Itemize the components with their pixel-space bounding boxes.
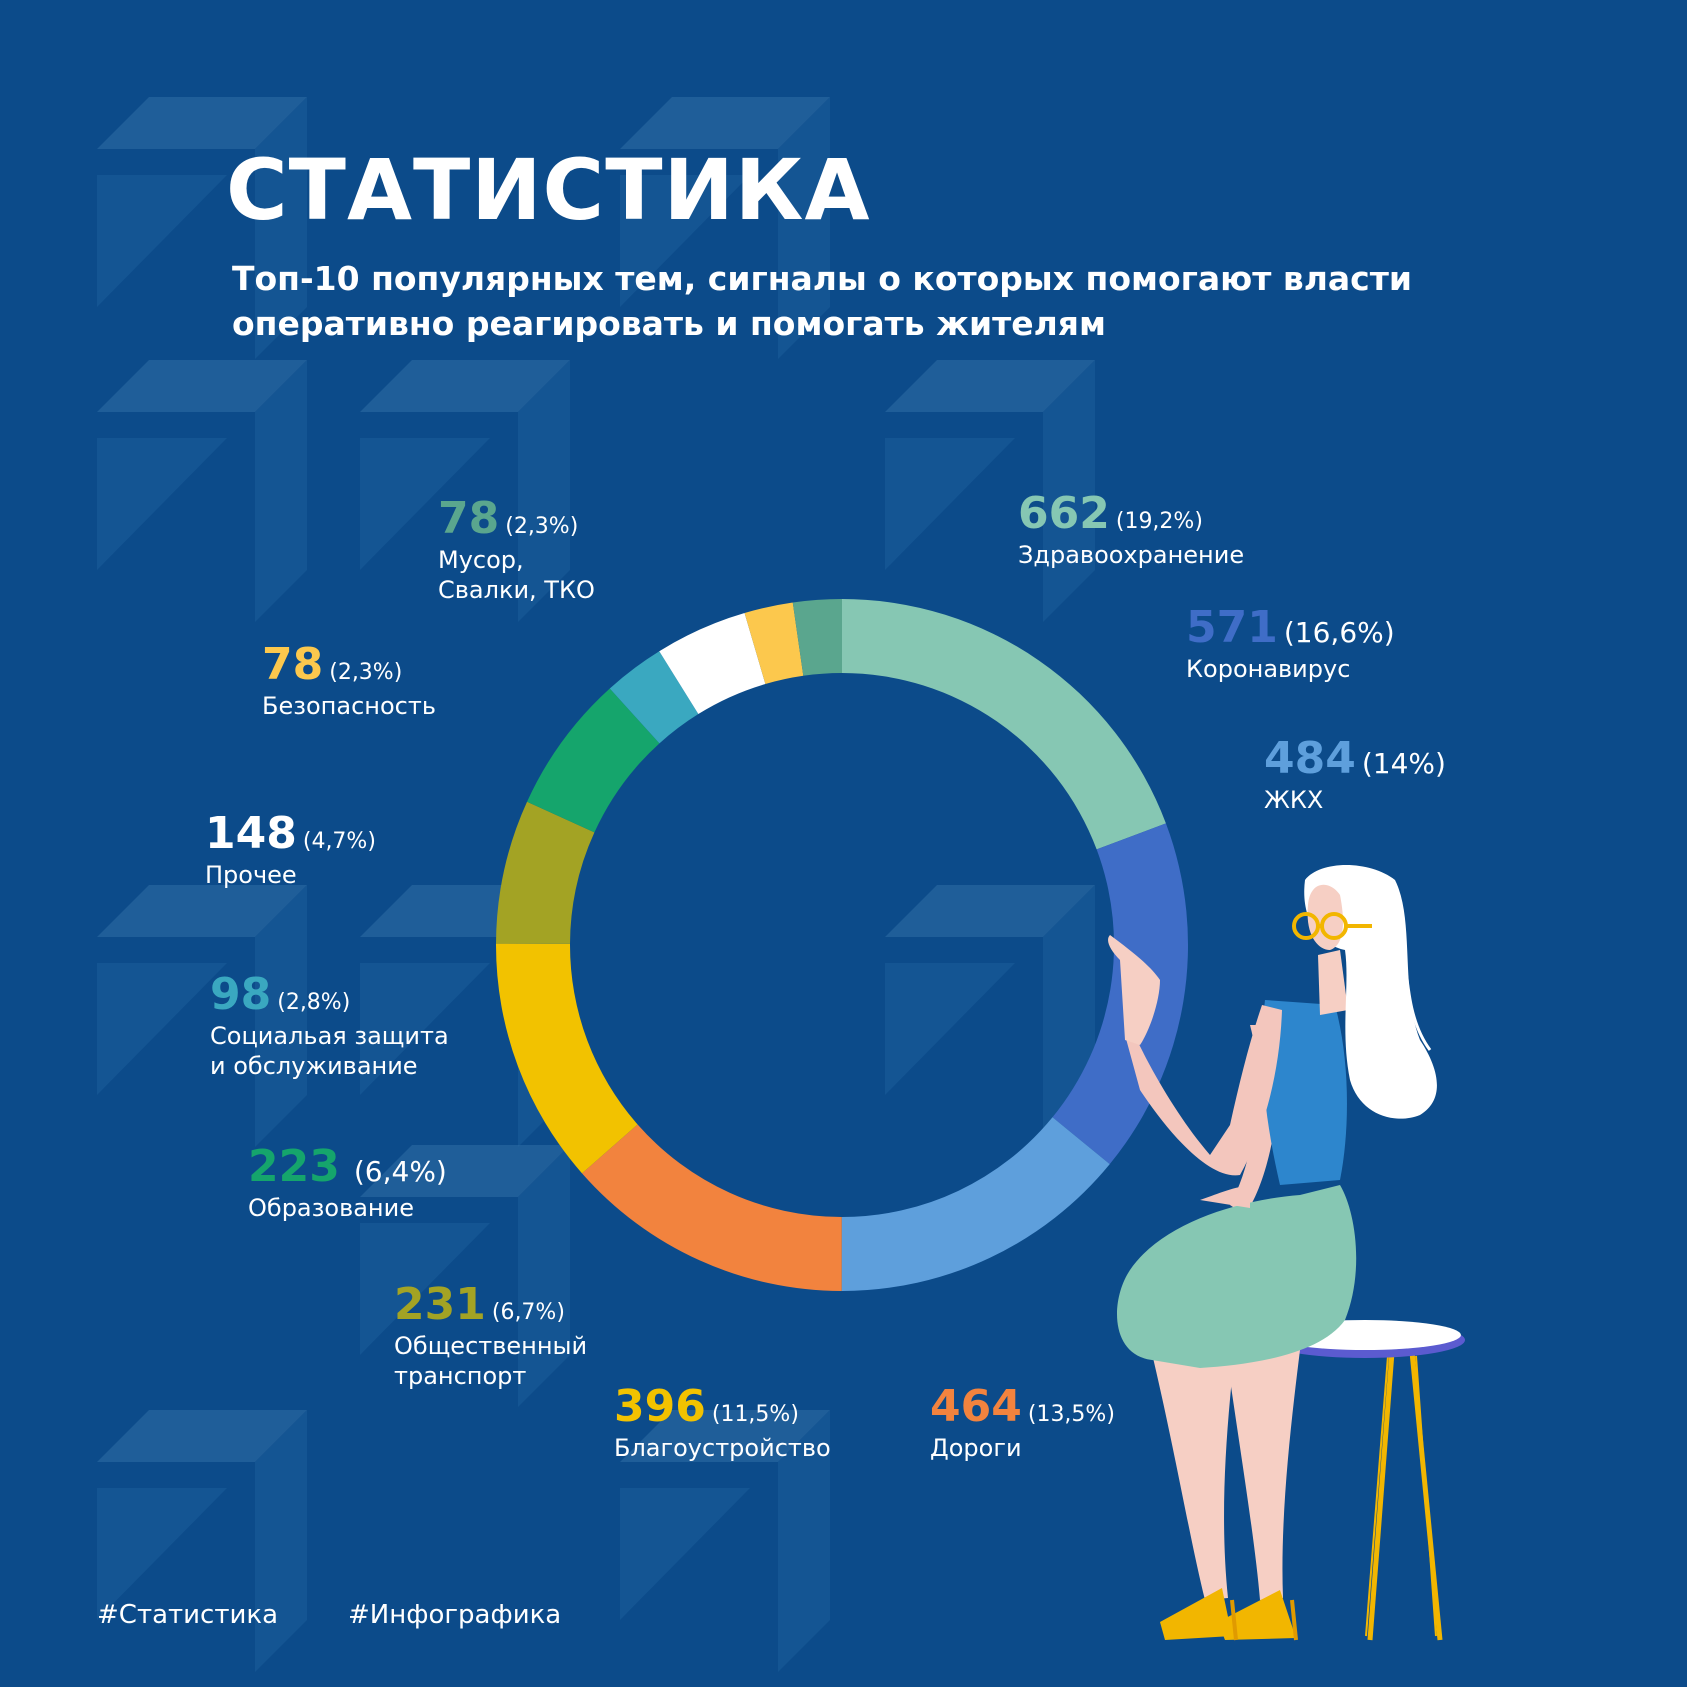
label-name: Здравоохранение xyxy=(1018,541,1245,569)
label-percent: (19,2%) xyxy=(1115,509,1203,534)
label-name-line-2: транспорт xyxy=(394,1362,527,1390)
bg-tile-top xyxy=(360,1145,570,1197)
bg-tile-side xyxy=(778,97,830,359)
label-value: 223 xyxy=(248,1141,340,1192)
bg-tile-side xyxy=(1043,360,1095,622)
label-value: 662 xyxy=(1018,488,1110,539)
label-name-line-1: Общественный xyxy=(394,1332,588,1360)
bg-tile-top xyxy=(97,1410,307,1462)
label-name: Коронавирус xyxy=(1186,655,1351,683)
bg-tile-top xyxy=(620,1410,830,1462)
bg-tile-triangle xyxy=(360,438,490,570)
label-zdravookhranenie: 662 (19,2%) Здравоохранение xyxy=(1018,492,1244,570)
bg-tile-triangle xyxy=(97,438,227,570)
page-subtitle: Топ-10 популярных тем, сигналы о которых… xyxy=(232,256,1532,346)
label-blagoustroistvo: 396 (11,5%) Благоустройство xyxy=(614,1385,831,1463)
label-prochee: 148 (4,7%) Прочее xyxy=(205,812,376,890)
label-value: 571 xyxy=(1186,602,1278,653)
label-bezopasnost: 78 (2,3%) Безопасность xyxy=(262,643,436,721)
subtitle-line-1: Топ-10 популярных тем, сигналы о которых… xyxy=(232,259,1412,298)
bg-tile-side xyxy=(255,360,307,622)
bg-tile-side xyxy=(778,1410,830,1672)
label-name: ЖКХ xyxy=(1264,786,1324,814)
label-dorogi: 464 (13,5%) Дороги xyxy=(930,1385,1115,1463)
subtitle-line-2: оперативно реагировать и помогать жителя… xyxy=(232,304,1106,343)
label-value: 464 xyxy=(930,1381,1022,1432)
bg-tile-side xyxy=(518,360,570,622)
donut-segment xyxy=(496,943,638,1174)
label-name: Прочее xyxy=(205,861,297,889)
label-name: Образование xyxy=(248,1194,414,1222)
bg-tile-triangle xyxy=(97,175,227,307)
label-value: 148 xyxy=(205,808,297,859)
label-name-line-2: Свалки, ТКО xyxy=(438,576,595,604)
bg-tile-triangle xyxy=(620,1488,750,1620)
bg-tile-triangle xyxy=(360,963,490,1095)
bg-tile-top xyxy=(97,360,307,412)
bg-tile-top xyxy=(885,360,1095,412)
label-value: 396 xyxy=(614,1381,706,1432)
hashtag-infografika: #Инфографика xyxy=(348,1600,562,1630)
label-percent: (16,6%) xyxy=(1283,616,1395,649)
label-name: Дороги xyxy=(930,1434,1022,1462)
label-musor: 78 (2,3%) Мусор, Свалки, ТКО xyxy=(438,497,595,605)
bg-tile-side xyxy=(255,97,307,359)
bg-tile-top xyxy=(885,885,1095,937)
label-zhkkh: 484 (14%) ЖКХ xyxy=(1264,737,1446,815)
label-percent: (6,4%) xyxy=(353,1155,447,1188)
label-value: 78 xyxy=(262,639,324,690)
donut-segment xyxy=(659,613,766,715)
bg-tile-side xyxy=(255,1410,307,1672)
bg-tile-top xyxy=(97,97,307,149)
bg-tile-top xyxy=(620,97,830,149)
bg-tile-triangle xyxy=(97,1488,227,1620)
bg-tile-triangle xyxy=(885,963,1015,1095)
hashtag-statistika: #Статистика xyxy=(97,1600,279,1630)
bg-tile-triangle xyxy=(885,438,1015,570)
donut-segment xyxy=(744,602,804,685)
page-title: СТАТИСТИКА xyxy=(226,141,871,239)
bg-tile-top xyxy=(97,885,307,937)
label-obshchestvennyi-transport: 231 (6,7%) Общественный транспорт xyxy=(394,1283,587,1391)
donut-segment xyxy=(496,801,595,944)
label-name-line-1: Мусор, xyxy=(438,546,524,574)
bg-tile-triangle xyxy=(97,963,227,1095)
label-name: Безопасность xyxy=(262,692,436,720)
donut-segment xyxy=(609,651,699,744)
label-value: 484 xyxy=(1264,733,1356,784)
label-percent: (13,5%) xyxy=(1027,1402,1115,1427)
label-sotsialnaya-zashchita: 98 (2,8%) Социальая защита и обслуживание xyxy=(210,973,449,1081)
bg-tile-triangle xyxy=(620,175,750,307)
bg-tile-top xyxy=(360,360,570,412)
label-value: 78 xyxy=(438,493,500,544)
label-name-line-1: Социальая защита xyxy=(210,1022,449,1050)
label-value: 98 xyxy=(210,969,272,1020)
donut-segment xyxy=(842,599,1166,850)
label-name-line-2: и обслуживание xyxy=(210,1052,418,1080)
bg-tile-side xyxy=(518,1145,570,1407)
donut-segment xyxy=(527,688,660,833)
bg-tile-triangle xyxy=(360,1223,490,1355)
label-percent: (2,3%) xyxy=(505,514,579,539)
label-name: Благоустройство xyxy=(614,1434,831,1462)
label-obrazovanie: 223 (6,4%) Образование xyxy=(248,1145,447,1223)
donut-segment xyxy=(582,1124,842,1291)
label-percent: (11,5%) xyxy=(711,1402,799,1427)
label-percent: (6,7%) xyxy=(491,1300,565,1325)
label-percent: (14%) xyxy=(1361,747,1446,780)
label-percent: (2,8%) xyxy=(277,990,351,1015)
label-koronavirus: 571 (16,6%) Коронавирус xyxy=(1186,606,1395,684)
label-percent: (4,7%) xyxy=(302,829,376,854)
label-percent: (2,3%) xyxy=(329,660,403,685)
donut-segment xyxy=(841,1117,1110,1291)
donut-segment xyxy=(792,599,842,676)
label-value: 231 xyxy=(394,1279,486,1330)
bg-tile-side xyxy=(255,885,307,1147)
